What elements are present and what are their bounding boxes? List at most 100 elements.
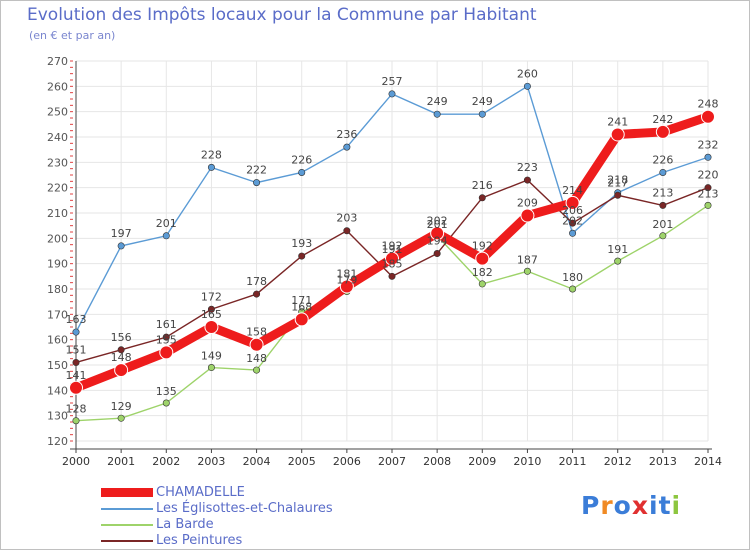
data-point-la-barde — [207, 364, 215, 372]
data-label-la-barde: 148 — [246, 352, 267, 365]
data-label-les-peintures: 213 — [652, 186, 673, 199]
data-point-les-glisottes-et-chalaures — [253, 179, 261, 187]
y-tick-label: 180 — [47, 283, 68, 296]
data-point-les-glisottes-et-chalaures — [207, 163, 215, 171]
data-point-la-barde — [659, 232, 667, 240]
data-point-les-peintures — [704, 184, 712, 192]
data-point-les-peintures — [207, 305, 215, 313]
data-label-les-peintures: 220 — [698, 169, 719, 182]
data-label-chamadelle: 209 — [517, 197, 538, 210]
data-point-chamadelle — [475, 251, 490, 266]
data-point-la-barde — [478, 280, 486, 288]
data-label-chamadelle: 141 — [66, 369, 87, 382]
data-label-les-glisottes-et-chalaures: 232 — [698, 138, 719, 151]
data-point-chamadelle — [520, 208, 535, 223]
data-point-les-glisottes-et-chalaures — [478, 110, 486, 118]
data-point-les-glisottes-et-chalaures — [433, 110, 441, 118]
legend-label-les-glisottes-et-chalaures: Les Églisottes-et-Chalaures — [156, 501, 333, 516]
y-tick-label: 220 — [47, 182, 68, 195]
logo-letter: i — [671, 491, 682, 520]
x-tick-label: 2001 — [107, 455, 135, 468]
data-label-les-peintures: 178 — [246, 275, 267, 288]
data-point-les-peintures — [659, 201, 667, 209]
data-label-les-glisottes-et-chalaures: 260 — [517, 67, 538, 80]
data-point-les-glisottes-et-chalaures — [117, 242, 125, 250]
data-label-la-barde: 191 — [382, 243, 403, 256]
data-label-la-barde: 149 — [201, 350, 222, 363]
data-label-chamadelle: 192 — [472, 240, 493, 253]
data-point-la-barde — [253, 366, 261, 374]
data-label-les-peintures: 156 — [111, 331, 132, 344]
x-tick-label: 2012 — [604, 455, 632, 468]
data-label-la-barde: 213 — [698, 187, 719, 200]
chart-subtitle: (en € et par an) — [29, 29, 116, 42]
data-label-les-peintures: 217 — [607, 176, 628, 189]
y-tick-label: 140 — [47, 384, 68, 397]
data-point-chamadelle — [294, 312, 309, 327]
data-point-la-barde — [117, 414, 125, 422]
legend-swatch-les-peintures — [101, 540, 153, 542]
data-point-la-barde — [569, 285, 577, 293]
data-point-les-glisottes-et-chalaures — [388, 90, 396, 98]
y-tick-label: 270 — [47, 55, 68, 68]
y-tick-label: 200 — [47, 232, 68, 245]
data-point-les-glisottes-et-chalaures — [298, 168, 306, 176]
data-point-chamadelle — [249, 337, 264, 352]
data-label-la-barde: 182 — [472, 266, 493, 279]
data-point-les-peintures — [72, 358, 80, 366]
data-label-chamadelle: 202 — [427, 214, 448, 227]
data-label-les-glisottes-et-chalaures: 228 — [201, 148, 222, 161]
data-point-la-barde — [72, 417, 80, 425]
data-label-chamadelle: 241 — [607, 115, 628, 128]
data-label-les-peintures: 151 — [66, 343, 87, 356]
data-point-les-glisottes-et-chalaures — [569, 229, 577, 237]
data-point-les-peintures — [433, 250, 441, 258]
y-tick-label: 160 — [47, 334, 68, 347]
data-label-les-peintures: 216 — [472, 179, 493, 192]
logo-letter: P — [581, 491, 601, 520]
logo-letter: i — [649, 491, 659, 520]
proxiti-logo: Proxiti — [581, 491, 681, 520]
data-label-les-peintures: 223 — [517, 161, 538, 174]
data-point-les-glisottes-et-chalaures — [72, 328, 80, 336]
data-label-les-glisottes-et-chalaures: 226 — [652, 153, 673, 166]
x-tick-label: 2010 — [513, 455, 541, 468]
data-label-les-glisottes-et-chalaures: 236 — [336, 128, 357, 141]
data-point-les-peintures — [298, 252, 306, 260]
data-label-les-glisottes-et-chalaures: 201 — [156, 217, 177, 230]
data-label-la-barde: 135 — [156, 385, 177, 398]
x-tick-label: 2009 — [468, 455, 496, 468]
data-point-les-peintures — [614, 191, 622, 199]
data-label-les-peintures: 194 — [427, 235, 448, 248]
data-point-les-peintures — [388, 272, 396, 280]
data-label-les-glisottes-et-chalaures: 257 — [382, 75, 403, 88]
legend-label-les-peintures: Les Peintures — [156, 533, 243, 548]
data-label-la-barde: 191 — [607, 243, 628, 256]
data-point-chamadelle — [701, 109, 715, 124]
legend-label-la-barde: La Barde — [156, 517, 214, 532]
y-tick-label: 260 — [47, 80, 68, 93]
legend-label-chamadelle: CHAMADELLE — [156, 485, 245, 500]
data-label-chamadelle: 181 — [336, 267, 357, 280]
data-point-les-peintures — [569, 219, 577, 227]
data-label-les-glisottes-et-chalaures: 202 — [562, 214, 583, 227]
data-label-la-barde: 171 — [291, 294, 312, 307]
data-label-chamadelle: 242 — [652, 113, 673, 126]
data-point-la-barde — [704, 201, 712, 209]
data-label-les-peintures: 193 — [291, 237, 312, 250]
data-label-la-barde: 129 — [111, 400, 132, 413]
data-point-chamadelle — [159, 345, 174, 360]
data-label-les-peintures: 206 — [562, 204, 583, 217]
data-label-la-barde: 128 — [66, 403, 87, 416]
legend-swatch-chamadelle — [101, 488, 153, 497]
data-label-les-glisottes-et-chalaures: 218 — [607, 174, 628, 187]
data-point-chamadelle — [565, 195, 580, 210]
data-label-les-peintures: 161 — [156, 318, 177, 331]
x-tick-label: 2008 — [423, 455, 451, 468]
y-tick-label: 150 — [47, 359, 68, 372]
chart-title: Evolution des Impôts locaux pour la Comm… — [27, 5, 537, 25]
data-point-les-peintures — [523, 176, 531, 184]
data-label-les-peintures: 203 — [336, 212, 357, 225]
logo-letter: x — [631, 491, 649, 520]
x-tick-label: 2002 — [152, 455, 180, 468]
